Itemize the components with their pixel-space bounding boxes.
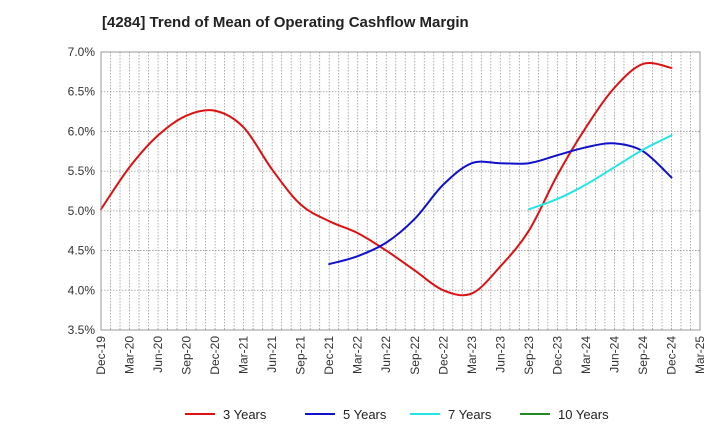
y-tick-label: 3.5% — [68, 323, 96, 337]
series-line-7-years — [527, 134, 673, 211]
legend-label: 3 Years — [223, 407, 267, 422]
x-tick-label: Mar-25 — [693, 336, 707, 374]
legend: 3 Years 5 Years 7 Years 10 Years — [185, 407, 609, 422]
x-tick-label: Sep-24 — [636, 336, 650, 375]
y-tick-label: 4.5% — [68, 244, 96, 258]
y-axis-labels: 3.5% 4.0% 4.5% 5.0% 5.5% 6.0% 6.5% 7.0% — [68, 45, 96, 337]
x-tick-label: Jun-22 — [379, 336, 393, 373]
x-tick-label: Dec-19 — [94, 336, 108, 375]
x-tick-label: Mar-20 — [123, 336, 137, 374]
x-tick-label: Mar-21 — [237, 336, 251, 374]
x-axis-labels: Dec-19 Mar-20 Jun-20 Sep-20 Dec-20 Mar-21 Jun-… — [94, 336, 707, 375]
x-tick-label: Jun-20 — [151, 336, 165, 373]
plot-frame — [100, 51, 701, 331]
y-tick-label: 7.0% — [68, 45, 96, 59]
x-tick-label: Dec-21 — [322, 336, 336, 375]
legend-label: 7 Years — [448, 407, 492, 422]
x-tick-label: Dec-20 — [208, 336, 222, 375]
legend-label: 5 Years — [343, 407, 387, 422]
x-tick-label: Sep-22 — [408, 336, 422, 375]
x-tick-label: Jun-24 — [607, 336, 621, 373]
x-tick-label: Dec-23 — [550, 336, 564, 375]
x-tick-label: Mar-22 — [351, 336, 365, 374]
x-tick-label: Jun-21 — [265, 336, 279, 373]
plot-background — [101, 52, 700, 330]
chart-title: [4284] Trend of Mean of Operating Cashfl… — [102, 14, 469, 31]
y-tick-label: 4.0% — [68, 283, 96, 297]
x-tick-label: Jun-23 — [493, 336, 507, 373]
x-tick-label: Mar-24 — [579, 336, 593, 374]
x-tick-label: Sep-21 — [294, 336, 308, 375]
series-line-3-years — [100, 62, 673, 297]
grid-lines — [101, 52, 700, 330]
x-tick-label: Dec-24 — [664, 336, 678, 375]
series-layer — [100, 62, 673, 297]
y-tick-label: 5.0% — [68, 204, 96, 218]
y-tick-label: 6.0% — [68, 124, 96, 138]
x-tick-label: Sep-20 — [180, 336, 194, 375]
x-tick-label: Sep-23 — [522, 336, 536, 375]
x-tick-label: Dec-22 — [436, 336, 450, 375]
series-line-5-years — [328, 142, 673, 266]
y-tick-label: 6.5% — [68, 85, 96, 99]
x-tick-label: Mar-23 — [465, 336, 479, 374]
legend-label: 10 Years — [558, 407, 609, 422]
y-tick-label: 5.5% — [68, 164, 96, 178]
